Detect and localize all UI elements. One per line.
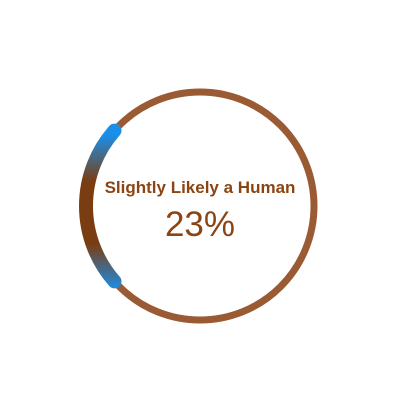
gauge-label: Slightly Likely a Human (104, 178, 296, 197)
gauge-value: 23% (164, 205, 236, 244)
gauge-value-arc (79, 123, 122, 289)
